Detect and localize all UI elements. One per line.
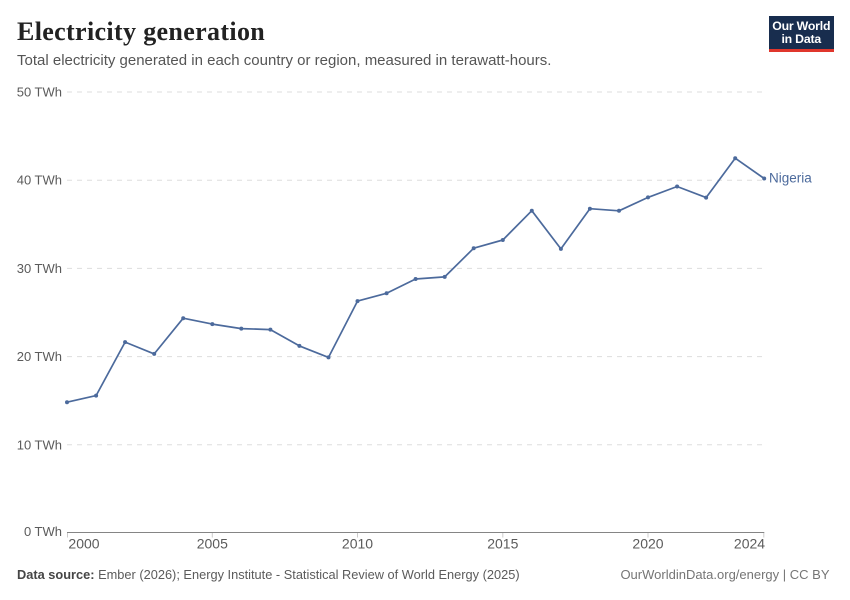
svg-text:30 TWh: 30 TWh bbox=[17, 261, 62, 276]
svg-text:2024: 2024 bbox=[734, 536, 765, 552]
svg-text:2015: 2015 bbox=[487, 536, 518, 552]
svg-text:2010: 2010 bbox=[342, 536, 373, 552]
svg-text:Nigeria: Nigeria bbox=[769, 171, 812, 186]
svg-text:20 TWh: 20 TWh bbox=[17, 349, 62, 364]
svg-text:2000: 2000 bbox=[68, 536, 99, 552]
svg-text:10 TWh: 10 TWh bbox=[17, 437, 62, 452]
svg-text:50 TWh: 50 TWh bbox=[17, 85, 62, 100]
svg-text:2020: 2020 bbox=[632, 536, 663, 552]
svg-text:40 TWh: 40 TWh bbox=[17, 173, 62, 188]
svg-text:2005: 2005 bbox=[197, 536, 228, 552]
svg-text:0 TWh: 0 TWh bbox=[24, 524, 62, 539]
